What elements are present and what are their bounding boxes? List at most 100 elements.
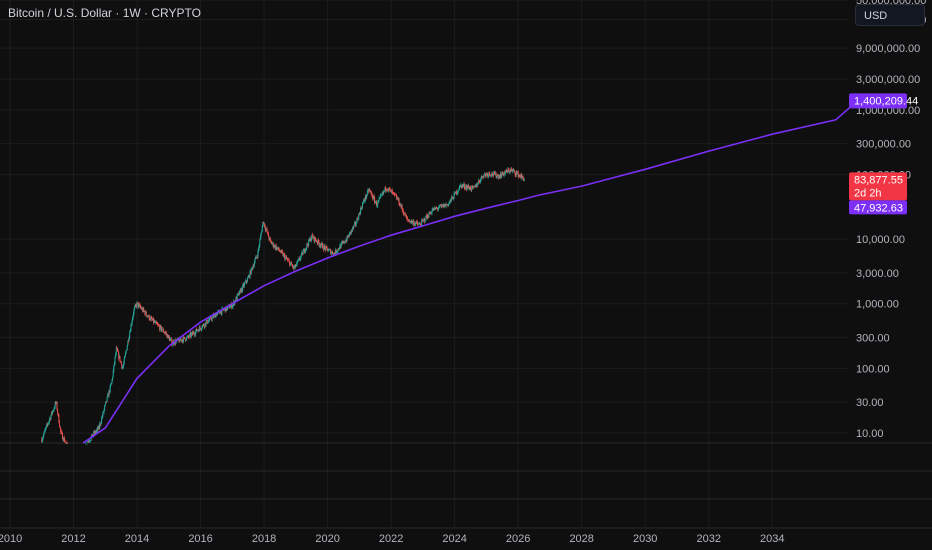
- candle-body: [345, 240, 347, 243]
- candle-body: [65, 442, 67, 444]
- candle-body: [380, 194, 382, 196]
- candle-body: [168, 337, 170, 341]
- candle-body: [322, 243, 324, 249]
- candle-body: [153, 318, 155, 323]
- candle-body: [384, 187, 386, 191]
- candle-body: [510, 169, 512, 171]
- candle-body: [205, 321, 207, 326]
- candle-body: [164, 332, 166, 334]
- candle-body: [113, 363, 115, 366]
- candle-body: [193, 332, 195, 334]
- candle-body: [293, 265, 295, 269]
- candle-body: [455, 191, 457, 195]
- candle-body: [287, 259, 289, 261]
- y-tick-label: 10,000.00: [856, 234, 905, 246]
- candle-body: [281, 250, 283, 252]
- candle-body: [320, 245, 322, 247]
- candle-body: [231, 303, 233, 308]
- candle-body: [503, 172, 505, 176]
- candle-body: [431, 210, 433, 214]
- candle-body: [285, 257, 287, 258]
- candle-body: [255, 257, 257, 260]
- candle-body: [226, 306, 228, 310]
- candle-body: [137, 302, 139, 307]
- candle-body: [498, 176, 500, 179]
- candle-body: [115, 354, 117, 357]
- candle-body: [265, 228, 267, 230]
- candle-body: [437, 208, 439, 210]
- candle-body: [462, 185, 464, 187]
- y-tick-label: 100.00: [856, 363, 890, 375]
- candle-body: [466, 186, 468, 190]
- candle-body: [129, 331, 131, 333]
- candle-body: [88, 441, 90, 443]
- currency-selector[interactable]: USD: [855, 4, 925, 26]
- candle-body: [385, 189, 387, 191]
- candle-body: [371, 194, 373, 198]
- candle-body: [482, 176, 484, 178]
- candle-body: [430, 213, 432, 214]
- candle-body: [418, 223, 420, 225]
- candle-body: [181, 339, 183, 342]
- candle-body: [148, 315, 150, 320]
- candle-body: [402, 210, 404, 214]
- candle-body: [116, 347, 118, 349]
- candle-body: [263, 223, 265, 225]
- candle-body: [261, 226, 263, 232]
- candle-body: [350, 229, 352, 234]
- candle-body: [457, 191, 459, 194]
- candle-body: [363, 199, 365, 201]
- candle-body: [147, 316, 149, 317]
- candle-body: [408, 220, 410, 222]
- candle-body: [395, 195, 397, 196]
- candle-body: [448, 202, 450, 204]
- price-axis[interactable]: 50,000,000.0025,000,000.009,000,000.003,…: [856, 0, 926, 440]
- candle-body: [54, 402, 56, 408]
- candle-body: [43, 431, 45, 435]
- candle-body: [394, 194, 396, 196]
- candle-body: [462, 184, 464, 186]
- candle-body: [44, 428, 46, 431]
- candle-body: [267, 232, 269, 234]
- candle-body: [109, 390, 111, 393]
- candle-body: [250, 267, 252, 275]
- candle-body: [264, 227, 266, 230]
- candle-body: [475, 184, 477, 188]
- candle-body: [128, 337, 130, 341]
- candle-body: [504, 172, 506, 174]
- time-axis[interactable]: 2010 2012 2014 2016 2018 2020 2022 2024 2026 2028…: [0, 533, 784, 545]
- candle-body: [256, 256, 258, 258]
- candle-body: [206, 320, 208, 324]
- candle-body: [216, 313, 218, 316]
- candle-body: [487, 174, 489, 177]
- candle-body: [454, 192, 456, 194]
- candle-body: [311, 234, 313, 239]
- candle-body: [121, 363, 123, 368]
- candle-body: [171, 339, 173, 345]
- candle-body: [211, 316, 213, 320]
- x-tick-label: 2030: [633, 533, 657, 545]
- candle-body: [183, 337, 185, 338]
- candle-body: [58, 422, 60, 427]
- candle-body: [93, 432, 95, 434]
- candle-body: [511, 169, 513, 171]
- candle-body: [134, 306, 136, 309]
- candle-body: [396, 197, 398, 199]
- candle-body: [65, 442, 67, 443]
- candle-body: [273, 245, 275, 247]
- candle-body: [315, 239, 317, 242]
- candle-body: [307, 244, 309, 246]
- candle-body: [366, 190, 368, 196]
- candle-body: [483, 174, 485, 178]
- candle-body: [121, 367, 123, 369]
- candle-body: [448, 203, 450, 206]
- candle-body: [245, 280, 247, 283]
- candle-body: [398, 198, 400, 205]
- candle-body: [491, 172, 493, 176]
- candle-body: [212, 315, 214, 318]
- candle-body: [432, 208, 434, 211]
- candle-body: [98, 426, 100, 430]
- candle-body: [385, 187, 387, 191]
- candle-body: [112, 370, 114, 378]
